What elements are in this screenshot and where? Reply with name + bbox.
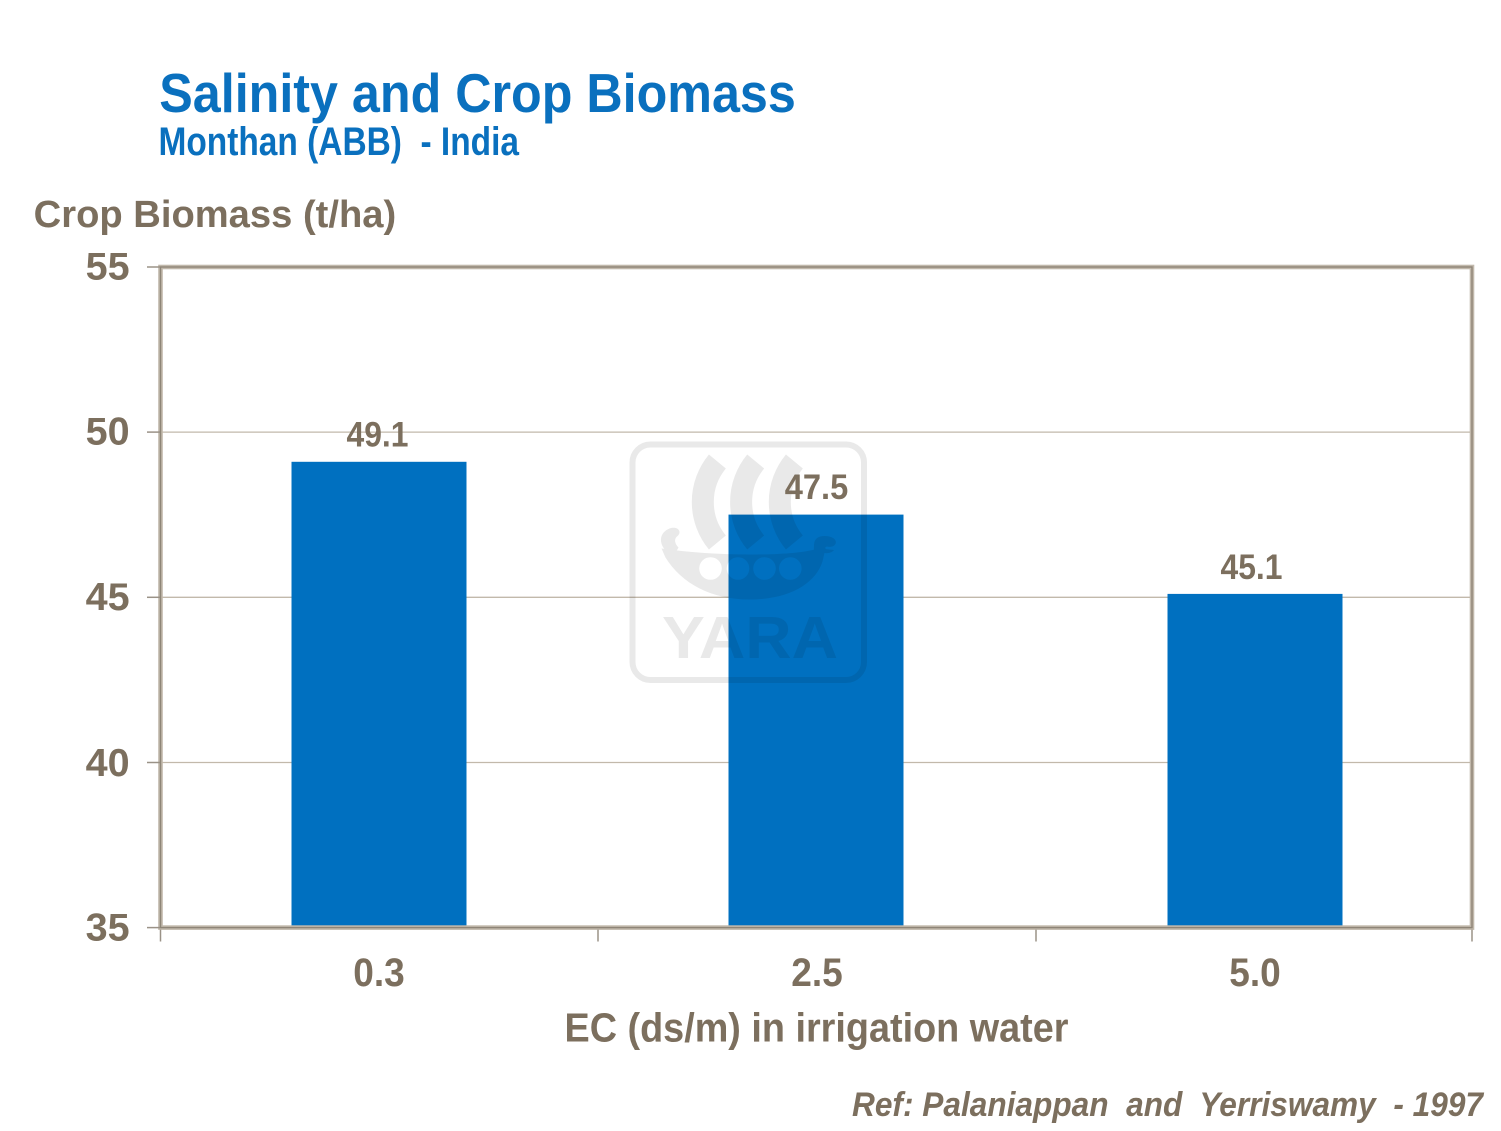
svg-text:2.5: 2.5: [791, 951, 843, 995]
svg-text:Monthan (ABB) - India: Monthan (ABB) - India: [159, 120, 520, 164]
svg-text:40: 40: [86, 742, 130, 785]
svg-text:45.1: 45.1: [1221, 548, 1283, 587]
svg-text:5.0: 5.0: [1229, 951, 1281, 995]
svg-text:Crop Biomass (t/ha): Crop Biomass (t/ha): [34, 194, 397, 236]
svg-text:Salinity and Crop Biomass: Salinity and Crop Biomass: [159, 62, 796, 124]
svg-text:EC (ds/m) in irrigation water: EC (ds/m) in irrigation water: [565, 1005, 1069, 1051]
svg-text:49.1: 49.1: [347, 416, 409, 455]
svg-text:55: 55: [86, 246, 130, 289]
svg-text:YARA: YARA: [662, 605, 838, 671]
svg-text:45: 45: [86, 576, 130, 619]
svg-text:0.3: 0.3: [353, 951, 405, 995]
svg-text:47.5: 47.5: [785, 468, 849, 507]
svg-text:Ref: Palaniappan and Yerrisw: Ref: Palaniappan and Yerriswamy - 1997: [852, 1086, 1485, 1124]
svg-text:35: 35: [86, 907, 130, 950]
svg-text:50: 50: [86, 410, 130, 453]
